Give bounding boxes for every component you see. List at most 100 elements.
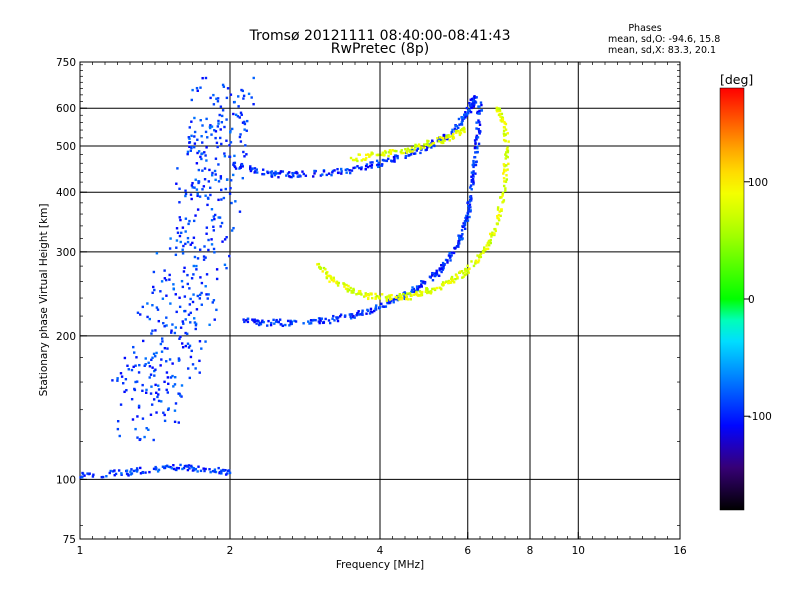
data-point: [500, 112, 504, 116]
data-point: [278, 172, 281, 175]
data-point: [330, 173, 333, 177]
data-point: [485, 244, 488, 247]
data-point: [187, 136, 191, 139]
data-point: [353, 316, 356, 319]
data-point: [489, 238, 492, 242]
data-point: [441, 263, 445, 267]
data-point: [455, 131, 458, 134]
data-point: [411, 286, 414, 289]
data-point: [152, 398, 156, 401]
data-point: [318, 317, 322, 320]
data-point: [360, 167, 363, 171]
data-point: [388, 301, 391, 305]
x-axis-label: Frequency [MHz]: [336, 559, 424, 571]
x-tick-label: 8: [527, 545, 534, 557]
data-point: [209, 193, 212, 197]
data-point: [233, 164, 236, 168]
data-point: [216, 97, 220, 100]
data-point: [225, 266, 228, 270]
data-point: [240, 88, 243, 92]
data-point: [272, 172, 276, 175]
data-point: [196, 257, 200, 260]
data-point: [440, 267, 443, 270]
data-point: [229, 186, 232, 190]
data-point: [178, 337, 181, 340]
data-point: [142, 339, 145, 343]
data-point: [454, 277, 457, 281]
data-point: [373, 309, 376, 313]
data-point: [404, 294, 408, 297]
data-point: [471, 100, 475, 103]
data-point: [492, 232, 495, 236]
data-point: [365, 293, 369, 296]
data-point: [353, 166, 357, 169]
data-point: [302, 172, 305, 176]
data-point: [223, 238, 227, 241]
data-point: [476, 254, 479, 257]
data-point: [433, 288, 437, 292]
data-point: [374, 306, 378, 309]
data-point: [178, 216, 181, 219]
data-point: [370, 151, 373, 154]
data-point: [406, 298, 410, 301]
data-point: [464, 113, 467, 116]
data-point: [480, 103, 483, 107]
data-point: [168, 358, 172, 361]
data-point: [468, 101, 471, 105]
y-tick-label: 400: [56, 187, 76, 199]
data-point: [184, 331, 187, 335]
data-point: [474, 262, 477, 265]
data-point: [447, 134, 450, 137]
data-point: [462, 224, 466, 228]
data-point: [186, 465, 189, 468]
data-point: [360, 159, 363, 162]
data-point: [477, 259, 481, 262]
data-point: [132, 365, 135, 369]
data-point: [134, 427, 137, 431]
data-point: [429, 143, 433, 147]
data-point: [130, 368, 134, 372]
data-point: [175, 239, 179, 242]
data-point: [153, 374, 156, 377]
data-point: [225, 178, 229, 182]
data-point: [278, 318, 282, 321]
data-point: [196, 138, 199, 141]
data-point: [499, 115, 502, 118]
data-point: [463, 130, 466, 134]
data-point: [190, 197, 193, 201]
data-point: [119, 403, 123, 406]
data-point: [167, 382, 170, 386]
data-point: [449, 255, 452, 259]
data-point: [255, 171, 259, 174]
data-point: [475, 127, 478, 130]
data-point: [156, 308, 160, 311]
data-point: [395, 154, 398, 158]
data-point: [503, 164, 506, 167]
data-point: [177, 357, 181, 360]
data-point: [344, 168, 348, 172]
data-point: [219, 136, 222, 140]
data-point: [228, 254, 231, 258]
data-point: [385, 297, 389, 300]
data-point: [178, 187, 181, 190]
data-point: [475, 121, 478, 124]
data-point: [342, 282, 346, 286]
data-point: [79, 476, 82, 479]
data-point: [347, 288, 351, 292]
data-point: [111, 379, 114, 382]
data-point: [457, 129, 460, 133]
data-point: [478, 253, 482, 257]
data-point: [462, 126, 465, 130]
data-point: [178, 392, 181, 396]
data-point: [360, 293, 363, 296]
data-point: [241, 121, 245, 124]
data-point: [465, 114, 468, 118]
data-point: [296, 175, 300, 178]
data-point: [196, 194, 199, 198]
data-point: [465, 214, 468, 218]
x-tick-label: 10: [572, 545, 585, 557]
data-point: [355, 293, 358, 296]
data-point: [189, 243, 192, 246]
data-point: [201, 169, 204, 172]
data-point: [454, 129, 458, 133]
